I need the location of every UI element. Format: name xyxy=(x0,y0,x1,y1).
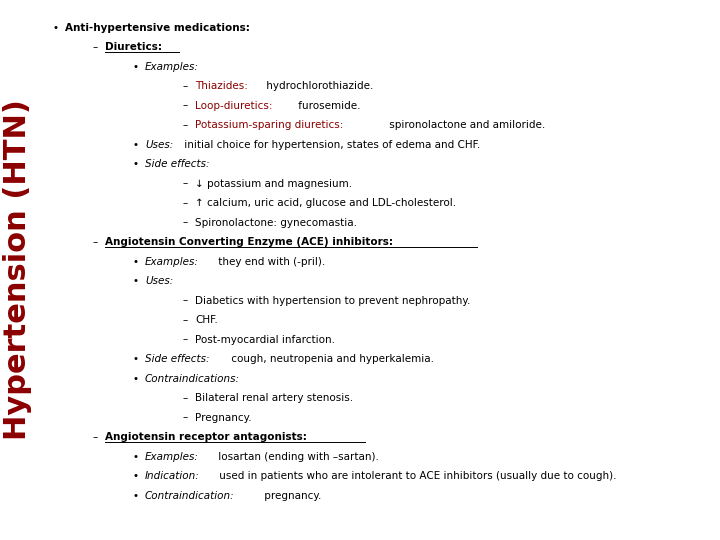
Text: Anti-hypertensive medications:: Anti-hypertensive medications: xyxy=(65,23,250,32)
Text: –: – xyxy=(92,432,98,442)
Text: –: – xyxy=(92,237,98,247)
Text: Side effects:: Side effects: xyxy=(145,354,210,364)
Text: •: • xyxy=(132,276,138,286)
Text: Angiotensin Converting Enzyme (ACE) inhibitors:: Angiotensin Converting Enzyme (ACE) inhi… xyxy=(105,237,393,247)
Text: Pregnancy.: Pregnancy. xyxy=(195,413,251,423)
Text: Indication:: Indication: xyxy=(145,471,199,481)
Text: –: – xyxy=(182,335,188,345)
Text: •: • xyxy=(132,451,138,462)
Text: •: • xyxy=(52,23,58,32)
Text: –: – xyxy=(182,413,188,423)
Text: hydrochlorothiazide.: hydrochlorothiazide. xyxy=(264,81,374,91)
Text: –: – xyxy=(182,81,188,91)
Text: Examples:: Examples: xyxy=(145,62,199,72)
Text: Potassium-sparing diuretics:: Potassium-sparing diuretics: xyxy=(195,120,343,130)
Text: pregnancy.: pregnancy. xyxy=(261,490,321,501)
Text: •: • xyxy=(132,490,138,501)
Text: Uses:: Uses: xyxy=(145,276,174,286)
Text: furosemide.: furosemide. xyxy=(295,100,361,111)
Text: Examples:: Examples: xyxy=(145,451,199,462)
Text: Angiotensin receptor antagonists:: Angiotensin receptor antagonists: xyxy=(105,432,307,442)
Text: Post-myocardial infarction.: Post-myocardial infarction. xyxy=(195,335,335,345)
Text: •: • xyxy=(132,62,138,72)
Text: Contraindications:: Contraindications: xyxy=(145,374,240,383)
Text: •: • xyxy=(132,159,138,169)
Text: Diabetics with hypertension to prevent nephropathy.: Diabetics with hypertension to prevent n… xyxy=(195,295,470,306)
Text: •: • xyxy=(132,139,138,150)
Text: ↓ potassium and magnesium.: ↓ potassium and magnesium. xyxy=(195,179,352,188)
Text: •: • xyxy=(132,471,138,481)
Text: they end with (-pril).: they end with (-pril). xyxy=(215,256,325,267)
Text: Examples:: Examples: xyxy=(145,256,199,267)
Text: Side effects:: Side effects: xyxy=(145,159,210,169)
Text: –: – xyxy=(182,393,188,403)
Text: •: • xyxy=(132,256,138,267)
Text: –: – xyxy=(182,218,188,227)
Text: spironolactone and amiloride.: spironolactone and amiloride. xyxy=(387,120,546,130)
Text: used in patients who are intolerant to ACE inhibitors (usually due to cough).: used in patients who are intolerant to A… xyxy=(216,471,616,481)
Text: losartan (ending with –sartan).: losartan (ending with –sartan). xyxy=(215,451,379,462)
Text: Hypertension (HTN): Hypertension (HTN) xyxy=(4,99,32,441)
Text: –: – xyxy=(182,315,188,325)
Text: •: • xyxy=(132,374,138,383)
Text: Bilateral renal artery stenosis.: Bilateral renal artery stenosis. xyxy=(195,393,353,403)
Text: Thiazides:: Thiazides: xyxy=(195,81,248,91)
Text: initial choice for hypertension, states of edema and CHF.: initial choice for hypertension, states … xyxy=(181,139,481,150)
Text: Loop-diuretics:: Loop-diuretics: xyxy=(195,100,272,111)
Text: •: • xyxy=(132,354,138,364)
Text: –: – xyxy=(182,295,188,306)
Text: –: – xyxy=(182,100,188,111)
Text: –: – xyxy=(182,198,188,208)
Text: Uses:: Uses: xyxy=(145,139,174,150)
Text: Spironolactone: gynecomastia.: Spironolactone: gynecomastia. xyxy=(195,218,357,227)
Text: Contraindication:: Contraindication: xyxy=(145,490,235,501)
Text: ↑ calcium, uric acid, glucose and LDL-cholesterol.: ↑ calcium, uric acid, glucose and LDL-ch… xyxy=(195,198,456,208)
Text: –: – xyxy=(182,120,188,130)
Text: Diuretics:: Diuretics: xyxy=(105,42,162,52)
Text: CHF.: CHF. xyxy=(195,315,217,325)
Text: –: – xyxy=(92,42,98,52)
Text: cough, neutropenia and hyperkalemia.: cough, neutropenia and hyperkalemia. xyxy=(228,354,434,364)
Text: –: – xyxy=(182,179,188,188)
